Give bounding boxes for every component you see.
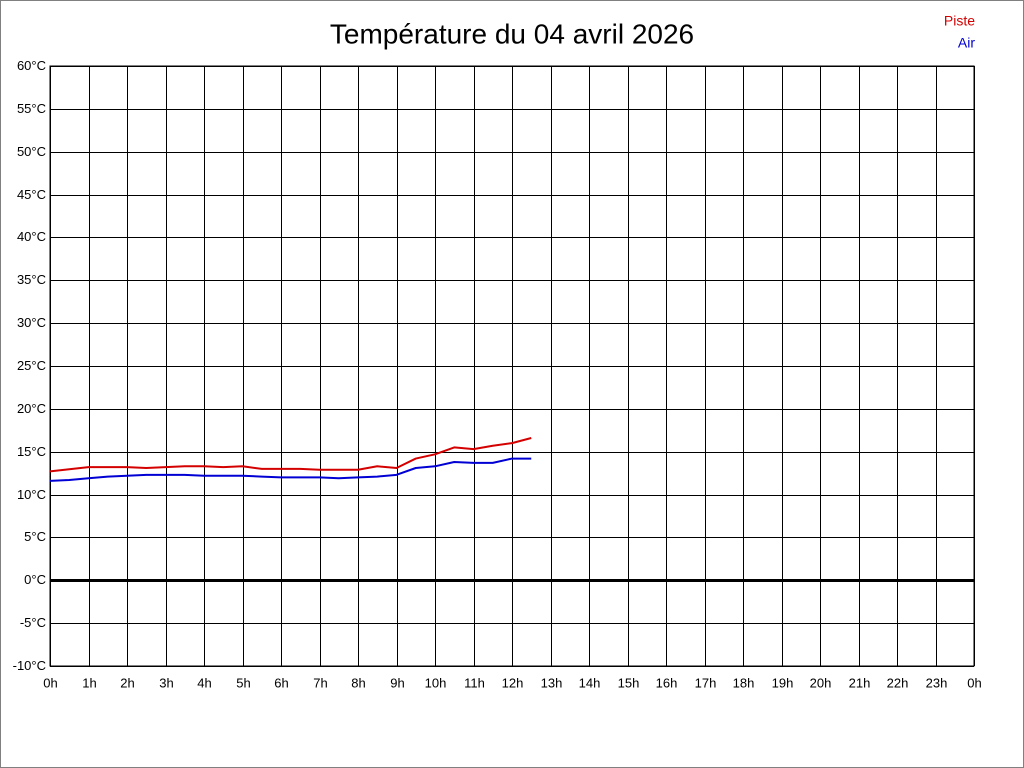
y-tick-label: 40°C <box>17 229 46 244</box>
y-tick-label: 25°C <box>17 358 46 373</box>
x-tick-label: 13h <box>541 675 563 690</box>
y-tick-label: 35°C <box>17 272 46 287</box>
x-tick-label: 23h <box>926 675 948 690</box>
x-tick-label: 5h <box>236 675 250 690</box>
y-tick-label: 15°C <box>17 444 46 459</box>
series-line <box>49 457 532 482</box>
x-tick-label: 8h <box>351 675 365 690</box>
series-line <box>49 437 532 473</box>
y-tick-label: 0°C <box>24 572 46 587</box>
y-tick-label: 50°C <box>17 144 46 159</box>
x-tick-label: 2h <box>120 675 134 690</box>
y-tick-label: 5°C <box>24 529 46 544</box>
x-tick-label: 15h <box>618 675 640 690</box>
x-tick-label: 4h <box>197 675 211 690</box>
y-tick-label: 45°C <box>17 187 46 202</box>
x-tick-label: 22h <box>887 675 909 690</box>
x-tick-label: 10h <box>425 675 447 690</box>
y-tick-label: 20°C <box>17 401 46 416</box>
x-tick-label: 16h <box>656 675 678 690</box>
x-tick-label: 9h <box>390 675 404 690</box>
x-tick-label: 1h <box>82 675 96 690</box>
y-tick-label: -5°C <box>20 615 46 630</box>
x-tick-label: 17h <box>695 675 717 690</box>
chart-title: Température du 04 avril 2026 <box>330 18 694 49</box>
y-tick-label: 60°C <box>17 58 46 73</box>
y-tick-label: -10°C <box>13 658 46 673</box>
x-tick-label: 20h <box>810 675 832 690</box>
x-tick-label: 19h <box>772 675 794 690</box>
x-tick-label: 12h <box>502 675 524 690</box>
y-tick-label: 55°C <box>17 101 46 116</box>
x-tick-label: 21h <box>849 675 871 690</box>
x-tick-label: 6h <box>274 675 288 690</box>
x-tick-label: 14h <box>579 675 601 690</box>
x-tick-label: 0h <box>967 675 981 690</box>
x-tick-label: 0h <box>43 675 57 690</box>
x-tick-label: 18h <box>733 675 755 690</box>
x-tick-label: 7h <box>313 675 327 690</box>
legend-label: Air <box>958 35 975 51</box>
y-tick-label: 10°C <box>17 487 46 502</box>
y-tick-label: 30°C <box>17 315 46 330</box>
legend-label: Piste <box>944 13 975 29</box>
x-tick-label: 3h <box>159 675 173 690</box>
x-tick-label: 11h <box>464 675 485 690</box>
